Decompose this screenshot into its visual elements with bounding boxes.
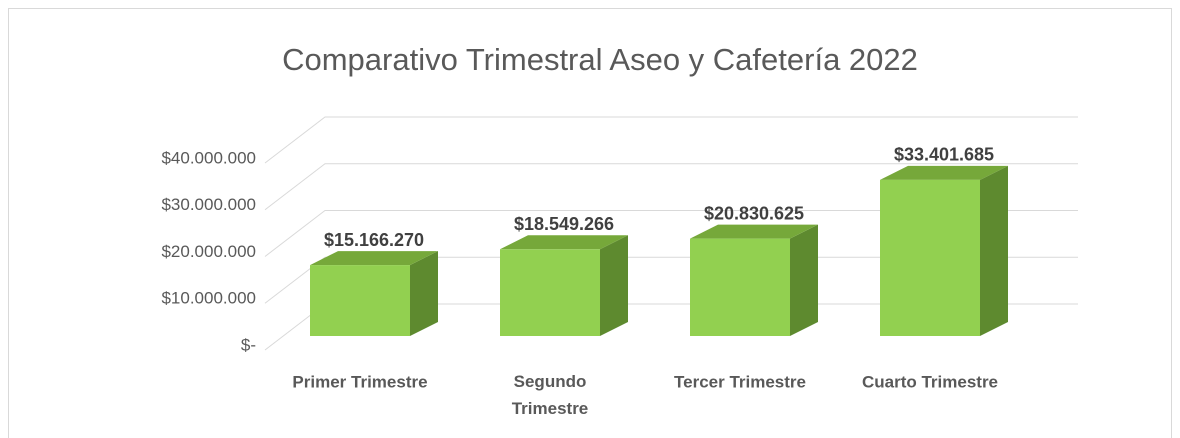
bar-side [790, 224, 818, 336]
y-tick-label: $40.000.000 [161, 148, 256, 167]
value-label: $18.549.266 [514, 214, 614, 234]
grid-line [264, 116, 1078, 164]
bar [500, 235, 628, 336]
x-tick-label: Primer Trimestre [292, 372, 427, 391]
chart-title: Comparativo Trimestral Aseo y Cafetería … [282, 42, 918, 77]
bar-front [500, 249, 600, 336]
bar-front [880, 179, 980, 336]
bar-side [980, 165, 1008, 336]
bar-side [600, 235, 628, 336]
bar-top [880, 165, 1008, 180]
grid-line [264, 256, 1078, 304]
bar-top [310, 251, 438, 266]
bar [880, 165, 1008, 336]
value-label: $20.830.625 [704, 203, 804, 223]
y-tick-label: $20.000.000 [161, 242, 256, 261]
bar-top [690, 224, 818, 239]
value-label: $15.166.270 [324, 230, 424, 250]
grid-line [264, 163, 1078, 211]
bar-side [410, 251, 438, 336]
y-tick-label: $- [241, 335, 256, 354]
x-tick-label: Cuarto Trimestre [862, 372, 998, 391]
bar [690, 224, 818, 336]
y-tick-label: $10.000.000 [161, 289, 256, 308]
bar-top [500, 235, 628, 250]
x-tick-label: Segundo Trimestre [512, 372, 589, 418]
y-tick-label: $30.000.000 [161, 195, 256, 214]
grid-line [264, 210, 1078, 257]
bar [310, 251, 438, 336]
bar-front [690, 238, 790, 336]
x-tick-label: Tercer Trimestre [674, 372, 806, 391]
value-label: $33.401.685 [894, 145, 994, 165]
bar-front [310, 265, 410, 336]
